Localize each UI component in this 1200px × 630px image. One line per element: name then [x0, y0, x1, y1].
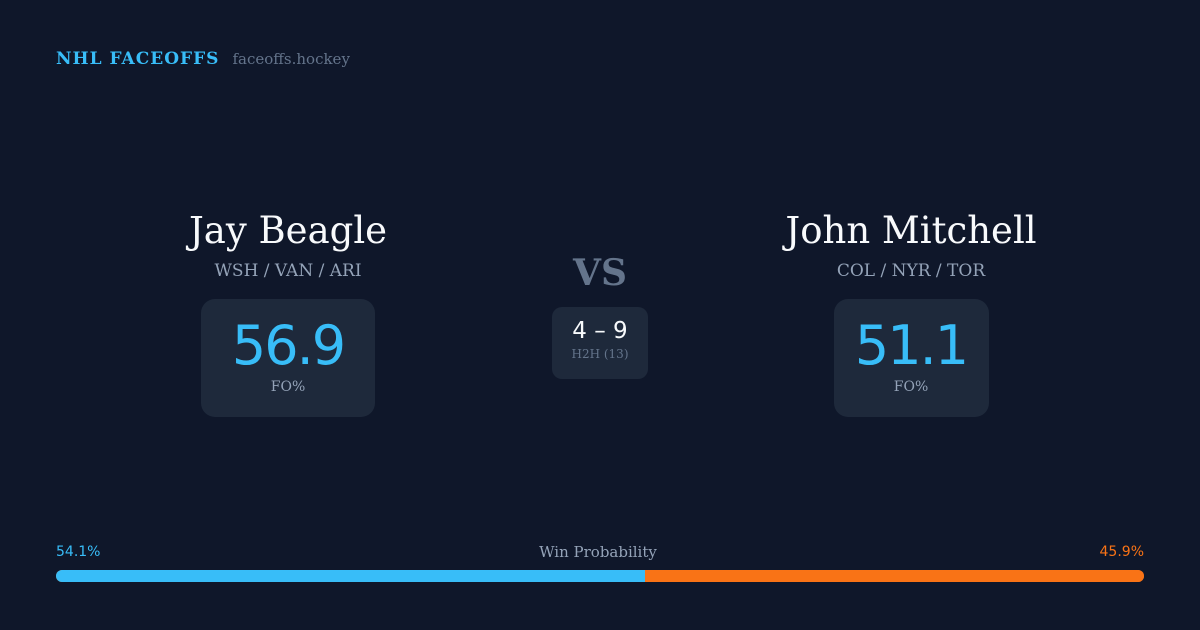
brand-url[interactable]: faceoffs.hockey	[232, 50, 350, 68]
player-1-fo-card: 56.9 FO%	[201, 299, 375, 417]
win-probability-bar	[56, 570, 1144, 582]
player-1-teams: WSH / VAN / ARI	[214, 261, 362, 281]
player-2-teams: COL / NYR / TOR	[836, 261, 986, 281]
player-1-fo-pct: 56.9	[231, 314, 346, 377]
player-2-fo-pct: 51.1	[854, 314, 969, 377]
player-1-name: Jay Beagle	[188, 209, 388, 252]
player-2-name: John Mitchell	[785, 209, 1037, 252]
vs-label: VS	[573, 252, 627, 294]
player-1-panel: Jay Beagle WSH / VAN / ARI 56.9 FO%	[88, 205, 488, 417]
brand-name: NHL FACEOFFS	[56, 49, 220, 69]
h2h-score: 4 – 9	[572, 318, 628, 344]
player-2-win-prob: 45.9%	[1099, 544, 1144, 560]
h2h-label: H2H (13)	[571, 347, 629, 361]
h2h-card: 4 – 9 H2H (13)	[552, 307, 648, 379]
win-probability-title: Win Probability	[539, 543, 657, 561]
player-2-panel: John Mitchell COL / NYR / TOR 51.1 FO%	[711, 205, 1111, 417]
player-2-prob-fill	[644, 570, 1144, 582]
player-1-fo-label: FO%	[270, 379, 306, 395]
player-2-fo-card: 51.1 FO%	[833, 299, 989, 417]
player-1-prob-fill	[56, 570, 645, 582]
player-1-win-prob: 54.1%	[56, 544, 101, 560]
player-2-fo-label: FO%	[893, 379, 929, 395]
brand-header: NHL FACEOFFS faceoffs.hockey	[56, 49, 350, 69]
